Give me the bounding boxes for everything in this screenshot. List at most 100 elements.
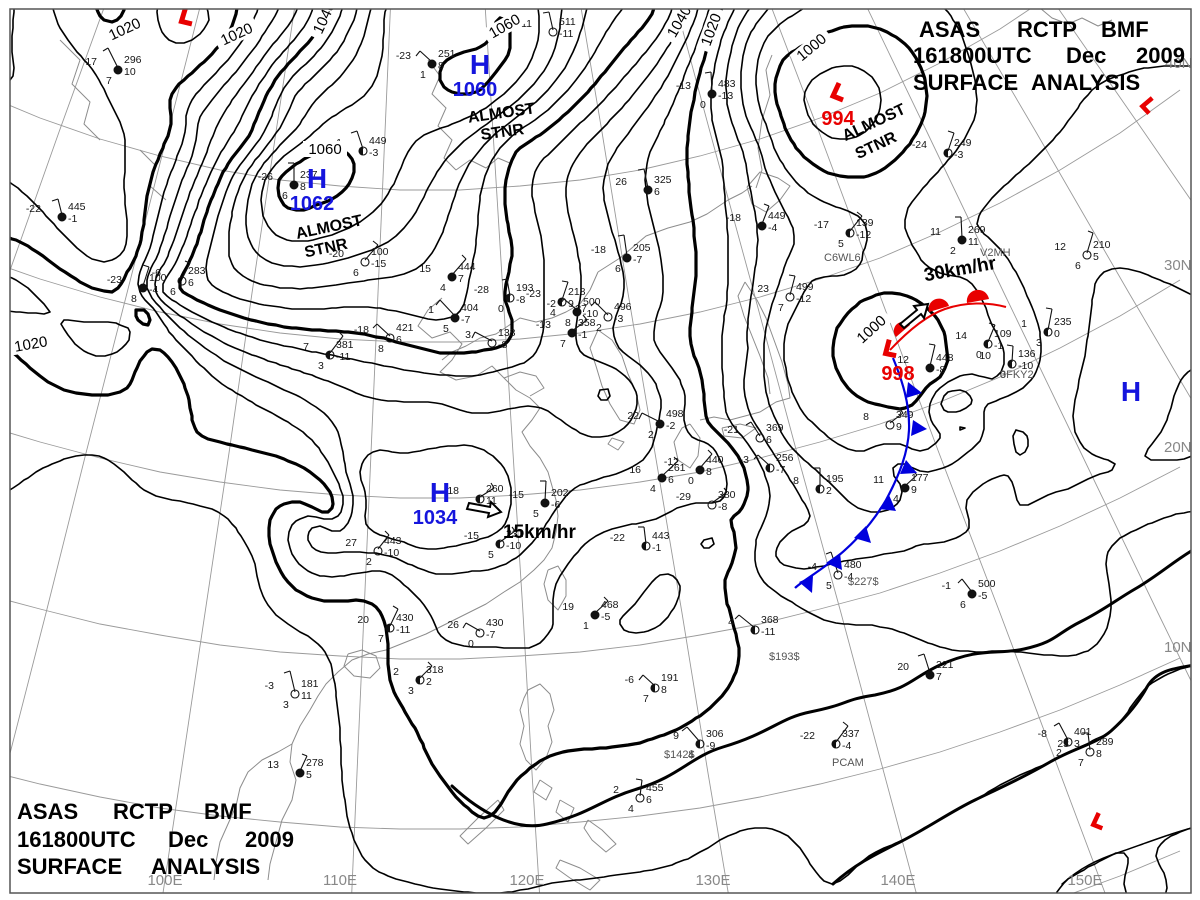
svg-text:430: 430 <box>396 612 414 624</box>
svg-text:15km/hr: 15km/hr <box>503 522 576 543</box>
svg-text:430: 430 <box>486 617 504 629</box>
svg-text:500: 500 <box>978 578 996 590</box>
svg-text:7: 7 <box>778 302 784 314</box>
svg-text:-23: -23 <box>396 50 411 62</box>
svg-text:468: 468 <box>601 599 619 611</box>
svg-text:10: 10 <box>979 350 991 362</box>
svg-text:445: 445 <box>68 201 86 213</box>
svg-text:210: 210 <box>1093 239 1111 251</box>
svg-text:20N: 20N <box>1164 439 1192 456</box>
svg-text:2: 2 <box>366 556 372 568</box>
svg-text:18: 18 <box>447 485 459 497</box>
svg-text:269: 269 <box>968 224 986 236</box>
svg-text:261: 261 <box>668 462 686 474</box>
svg-text:-8: -8 <box>1038 728 1047 740</box>
svg-text:17: 17 <box>85 56 97 68</box>
svg-text:5: 5 <box>306 769 312 781</box>
svg-text:11: 11 <box>301 690 312 702</box>
svg-text:12: 12 <box>897 354 909 366</box>
svg-text:-12: -12 <box>664 456 679 468</box>
svg-text:499: 499 <box>796 281 814 293</box>
svg-text:-18: -18 <box>726 212 741 224</box>
svg-text:421: 421 <box>396 322 414 334</box>
svg-text:11: 11 <box>873 474 884 486</box>
svg-text:BMF: BMF <box>1101 17 1149 42</box>
svg-text:Dec: Dec <box>168 827 208 852</box>
svg-text:139: 139 <box>856 217 874 229</box>
svg-text:$193$: $193$ <box>769 651 800 663</box>
svg-text:H: H <box>307 163 327 194</box>
svg-text:-11: -11 <box>559 28 574 40</box>
svg-text:8: 8 <box>378 343 384 355</box>
svg-text:7: 7 <box>303 341 309 353</box>
svg-text:994: 994 <box>821 108 855 130</box>
svg-text:-7: -7 <box>461 314 470 326</box>
svg-text:256: 256 <box>776 452 794 464</box>
svg-text:13: 13 <box>267 759 279 771</box>
svg-text:2009: 2009 <box>1136 43 1185 68</box>
svg-text:2: 2 <box>426 676 432 688</box>
svg-text:-10: -10 <box>506 540 521 552</box>
svg-text:296: 296 <box>124 54 142 66</box>
svg-text:161800UTC: 161800UTC <box>913 43 1032 68</box>
svg-text:7: 7 <box>106 75 112 87</box>
svg-text:-8: -8 <box>936 364 945 376</box>
svg-text:443: 443 <box>384 535 402 547</box>
svg-text:4: 4 <box>688 749 694 761</box>
svg-text:8: 8 <box>300 181 306 193</box>
svg-text:-5: -5 <box>978 590 987 602</box>
svg-text:235: 235 <box>1054 316 1072 328</box>
svg-text:202: 202 <box>551 487 569 499</box>
svg-text:120E: 120E <box>509 872 544 889</box>
svg-text:218: 218 <box>568 286 586 298</box>
svg-text:401: 401 <box>1074 726 1092 738</box>
svg-text:-11: -11 <box>761 626 776 638</box>
svg-text:-4: -4 <box>842 740 851 752</box>
svg-text:337: 337 <box>842 728 860 740</box>
svg-text:3: 3 <box>283 699 289 711</box>
svg-text:2: 2 <box>596 322 602 334</box>
svg-text:$227$: $227$ <box>848 576 879 588</box>
svg-text:0: 0 <box>688 475 694 487</box>
svg-text:3: 3 <box>465 329 471 341</box>
svg-text:14: 14 <box>955 330 967 342</box>
svg-text:5: 5 <box>838 238 844 250</box>
svg-text:1034: 1034 <box>413 507 458 529</box>
svg-text:7: 7 <box>643 693 649 705</box>
svg-text:205: 205 <box>633 242 651 254</box>
svg-text:ANALYSIS: ANALYSIS <box>1031 70 1140 95</box>
svg-text:-3: -3 <box>614 313 623 325</box>
svg-text:100: 100 <box>371 246 389 258</box>
svg-text:-23: -23 <box>526 288 541 300</box>
svg-text:RCTP: RCTP <box>1017 17 1077 42</box>
svg-text:ASAS: ASAS <box>919 17 980 42</box>
svg-text:8: 8 <box>863 411 869 423</box>
svg-text:150E: 150E <box>1067 872 1102 889</box>
svg-text:8: 8 <box>438 60 444 72</box>
svg-text:0: 0 <box>976 349 982 361</box>
svg-text:-10: -10 <box>583 308 598 320</box>
svg-text:-22: -22 <box>800 730 815 742</box>
svg-text:7: 7 <box>560 338 566 350</box>
svg-text:-3: -3 <box>740 454 749 466</box>
svg-text:5: 5 <box>443 323 449 335</box>
svg-text:-17: -17 <box>814 219 829 231</box>
svg-text:2: 2 <box>648 429 654 441</box>
svg-text:136: 136 <box>1018 348 1036 360</box>
svg-text:4: 4 <box>440 282 446 294</box>
svg-text:2009: 2009 <box>245 827 294 852</box>
svg-text:444: 444 <box>458 261 476 273</box>
svg-text:-4: -4 <box>808 561 817 573</box>
svg-text:6: 6 <box>170 286 176 298</box>
svg-text:15: 15 <box>419 263 431 275</box>
svg-text:181: 181 <box>301 678 319 690</box>
svg-text:ASAS: ASAS <box>17 799 78 824</box>
svg-text:30N: 30N <box>1164 257 1192 274</box>
svg-text:-4: -4 <box>149 284 158 296</box>
svg-text:-12: -12 <box>796 293 811 305</box>
svg-text:19: 19 <box>562 601 574 613</box>
svg-text:100E: 100E <box>147 872 182 889</box>
svg-text:191: 191 <box>661 672 679 684</box>
svg-text:1062: 1062 <box>290 193 335 215</box>
svg-text:-18: -18 <box>591 244 606 256</box>
